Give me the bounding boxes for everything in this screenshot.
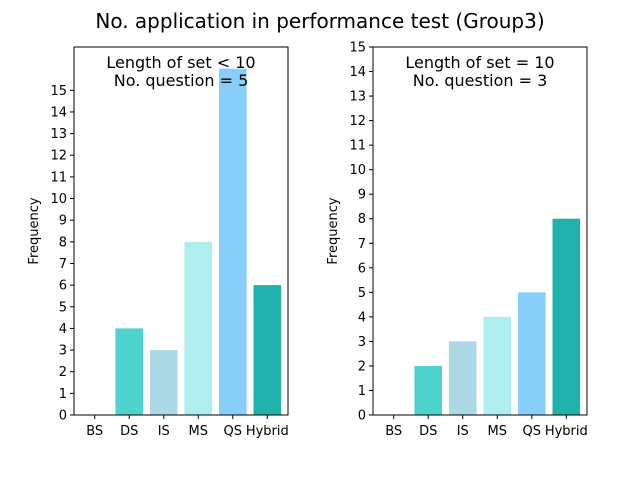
x-tick-label: MS: [189, 424, 208, 439]
x-tick-label: Hybrid: [545, 424, 588, 439]
y-tick-label: 2: [358, 359, 366, 374]
y-tick-label: 3: [358, 335, 366, 350]
bar-hybrid: [253, 285, 282, 415]
bar-hybrid: [552, 218, 581, 415]
bar-is: [149, 350, 178, 415]
y-tick-label: 14: [349, 65, 366, 80]
y-tick-label: 7: [358, 237, 366, 252]
y-tick-label: 6: [59, 279, 67, 294]
bar-qs: [517, 292, 546, 415]
y-tick-label: 0: [59, 409, 67, 424]
y-tick-label: 9: [59, 214, 67, 229]
y-tick-label: 3: [59, 344, 67, 359]
y-tick-label: 4: [358, 310, 366, 325]
annotation-line: Length of set < 10: [106, 53, 255, 72]
bar-ds: [115, 328, 144, 415]
bar-is: [448, 341, 477, 415]
x-tick-label: Hybrid: [246, 424, 289, 439]
y-tick-label: 8: [59, 235, 67, 250]
annotation-line: No. question = 3: [413, 71, 548, 90]
bar-ms: [184, 241, 213, 415]
y-tick-label: 10: [50, 192, 67, 207]
y-axis-label: Frequency: [27, 197, 42, 264]
y-tick-label: 4: [59, 322, 67, 337]
figure-title: No. application in performance test (Gro…: [95, 9, 544, 33]
y-tick-label: 15: [349, 41, 366, 56]
x-tick-label: DS: [120, 424, 138, 439]
annotation-line: Length of set = 10: [405, 53, 554, 72]
x-tick-label: IS: [158, 424, 170, 439]
bar-ms: [483, 316, 512, 415]
y-tick-label: 2: [59, 365, 67, 380]
y-tick-label: 12: [50, 149, 67, 164]
x-tick-label: BS: [86, 424, 103, 439]
y-tick-label: 13: [349, 90, 366, 105]
bar-qs: [218, 68, 247, 415]
y-axis-label: Frequency: [326, 197, 341, 264]
y-tick-label: 10: [349, 163, 366, 178]
x-tick-label: BS: [385, 424, 402, 439]
plot-frame: [73, 46, 289, 416]
y-tick-label: 11: [349, 139, 366, 154]
annotation-line: No. question = 5: [114, 71, 249, 90]
y-tick-label: 11: [50, 170, 67, 185]
y-tick-label: 14: [50, 105, 67, 120]
y-tick-label: 6: [358, 261, 366, 276]
y-tick-label: 0: [358, 409, 366, 424]
x-tick-label: IS: [457, 424, 469, 439]
x-tick-label: DS: [419, 424, 437, 439]
y-tick-label: 1: [358, 384, 366, 399]
y-tick-label: 8: [358, 212, 366, 227]
y-tick-label: 5: [358, 286, 366, 301]
x-tick-label: MS: [488, 424, 507, 439]
bar-ds: [414, 365, 443, 415]
plot-frame: [372, 46, 588, 416]
y-tick-label: 7: [59, 257, 67, 272]
y-tick-label: 12: [349, 114, 366, 129]
y-tick-label: 15: [50, 84, 67, 99]
x-tick-label: QS: [224, 424, 242, 439]
y-tick-label: 13: [50, 127, 67, 142]
y-tick-label: 5: [59, 300, 67, 315]
y-tick-label: 1: [59, 387, 67, 402]
x-tick-label: QS: [523, 424, 541, 439]
y-tick-label: 9: [358, 188, 366, 203]
